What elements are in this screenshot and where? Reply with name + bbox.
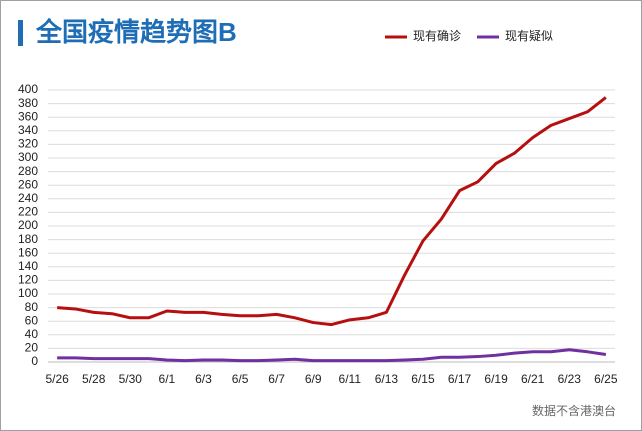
x-tick-label: 6/1: [159, 372, 176, 386]
y-tick-label: 320: [18, 137, 38, 151]
x-tick-label: 6/23: [558, 372, 582, 386]
y-tick-label: 160: [18, 245, 38, 259]
x-tick-label: 6/9: [305, 372, 322, 386]
y-tick-label: 80: [25, 300, 39, 314]
y-tick-label: 380: [18, 96, 38, 110]
y-tick-label: 120: [18, 273, 38, 287]
series-line: [57, 96, 607, 327]
y-tick-label: 140: [18, 259, 38, 273]
x-tick-label: 6/15: [411, 372, 435, 386]
y-tick-label: 280: [18, 164, 38, 178]
legend-label: 现有确诊: [413, 29, 461, 43]
y-tick-label: 220: [18, 205, 38, 219]
y-tick-label: 260: [18, 177, 38, 191]
y-tick-label: 40: [25, 327, 39, 341]
x-tick-label: 6/7: [268, 372, 285, 386]
y-tick-label: 360: [18, 109, 38, 123]
x-tick-label: 6/17: [448, 372, 472, 386]
x-tick-label: 6/25: [594, 372, 618, 386]
source-note: 数据不含港澳台: [532, 403, 616, 418]
x-tick-label: 6/5: [232, 372, 249, 386]
y-tick-label: 240: [18, 191, 38, 205]
x-tick-label: 5/26: [45, 372, 69, 386]
y-tick-label: 60: [25, 313, 39, 327]
chart-title: 全国疫情趋势图B: [35, 17, 237, 47]
x-tick-label: 6/3: [195, 372, 212, 386]
y-tick-label: 400: [18, 82, 38, 96]
y-tick-label: 20: [25, 341, 39, 355]
y-tick-label: 340: [18, 123, 38, 137]
x-tick-label: 6/13: [375, 372, 399, 386]
x-tick-label: 6/11: [339, 372, 362, 386]
y-tick-label: 100: [18, 286, 38, 300]
title-bar: [18, 20, 23, 46]
series-line: [57, 348, 607, 363]
y-tick-label: 200: [18, 218, 38, 232]
y-tick-label: 0: [31, 354, 38, 368]
x-tick-label: 6/21: [521, 372, 545, 386]
legend-label: 现有疑似: [505, 28, 553, 43]
y-tick-label: 300: [18, 150, 38, 164]
x-tick-label: 6/19: [484, 372, 508, 386]
x-tick-label: 5/30: [119, 372, 143, 386]
y-tick-label: 180: [18, 232, 38, 246]
x-tick-label: 5/28: [82, 372, 106, 386]
